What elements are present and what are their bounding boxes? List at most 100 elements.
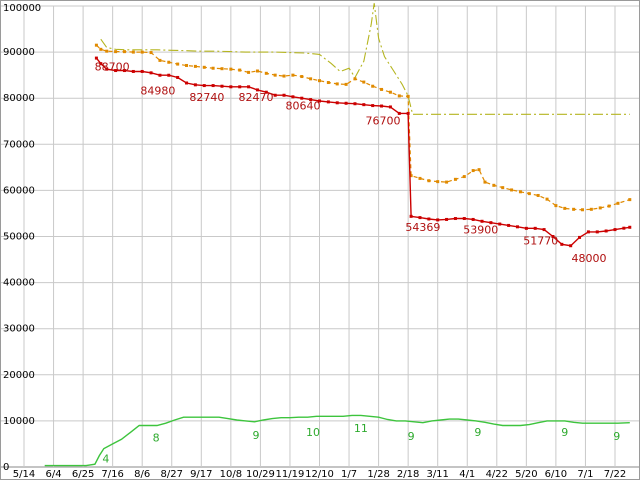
- data-label: 51770: [523, 235, 558, 248]
- x-tick-label: 6/4: [46, 469, 62, 480]
- avg-price-marker: [471, 169, 475, 173]
- avg-price-marker: [99, 47, 103, 51]
- min-price-marker: [94, 56, 98, 60]
- min-price-marker: [247, 85, 251, 89]
- data-label: 9: [561, 426, 568, 439]
- avg-price-marker: [94, 43, 98, 47]
- min-price-marker: [388, 105, 392, 109]
- avg-price-marker: [176, 62, 180, 66]
- min-price-marker: [176, 75, 180, 79]
- min-price-marker: [569, 244, 573, 248]
- min-price-marker: [371, 104, 375, 108]
- avg-price-marker: [353, 77, 357, 81]
- avg-price-marker: [229, 67, 233, 71]
- min-price-marker: [300, 96, 304, 100]
- avg-price-marker: [273, 73, 277, 77]
- min-price-marker: [158, 73, 162, 77]
- avg-price-marker: [380, 87, 384, 91]
- series-min-price: [94, 56, 632, 248]
- x-tick-label: 6/25: [72, 469, 94, 480]
- min-price-marker: [99, 62, 103, 66]
- min-price-marker: [105, 67, 109, 71]
- y-tick-label: 100000: [3, 3, 41, 14]
- min-price-marker: [185, 81, 189, 85]
- axis-labels: 0 10000 20000 30000 40000 50000 60000 70000 8000…: [3, 3, 626, 480]
- x-tick-label: 7/1: [577, 469, 593, 480]
- y-tick-label: 60000: [3, 185, 35, 196]
- y-tick-label: 20000: [3, 370, 35, 381]
- avg-price-marker: [114, 50, 118, 54]
- series-max-price: [100, 3, 630, 115]
- avg-price-marker: [589, 207, 593, 211]
- avg-price-marker: [483, 180, 487, 184]
- data-label: 8: [153, 432, 160, 445]
- min-price-marker: [131, 69, 135, 73]
- min-price-line: [95, 57, 630, 247]
- avg-price-marker: [510, 188, 514, 192]
- avg-price-marker: [131, 50, 135, 54]
- min-price-marker: [445, 217, 449, 221]
- min-price-marker: [149, 71, 153, 75]
- x-tick-label: 4/22: [486, 469, 508, 480]
- min-price-marker: [436, 218, 440, 222]
- min-price-marker: [406, 111, 410, 115]
- y-tick-label: 40000: [3, 278, 35, 289]
- min-price-marker: [489, 221, 493, 225]
- avg-price-marker: [122, 50, 126, 54]
- avg-price-marker: [518, 190, 522, 194]
- min-price-marker: [604, 229, 608, 233]
- avg-price-marker: [563, 206, 567, 210]
- avg-price-marker: [167, 60, 171, 64]
- min-price-marker: [264, 90, 268, 94]
- avg-price-marker: [409, 174, 413, 178]
- data-label: 53900: [463, 224, 498, 237]
- avg-price-marker: [462, 175, 466, 179]
- avg-price-marker: [501, 186, 505, 190]
- gridlines: [0, 5, 640, 468]
- avg-price-line: [95, 44, 630, 211]
- y-tick-label: 70000: [3, 139, 35, 150]
- min-price-marker: [622, 226, 626, 230]
- avg-price-marker: [105, 49, 109, 53]
- y-tick-label: 50000: [3, 232, 35, 243]
- min-price-marker: [480, 219, 484, 223]
- min-price-marker: [453, 217, 457, 221]
- x-tick-label: 5/20: [515, 469, 537, 480]
- avg-price-marker: [628, 198, 632, 202]
- min-price-marker: [202, 84, 206, 88]
- max-price-line: [100, 3, 630, 115]
- avg-price-marker: [238, 68, 242, 72]
- x-tick-label: 11/19: [276, 469, 305, 480]
- avg-price-marker: [211, 66, 215, 70]
- x-tick-label: 7/22: [604, 469, 626, 480]
- avg-price-marker: [616, 201, 620, 205]
- min-price-marker: [578, 235, 582, 239]
- min-price-marker: [282, 93, 286, 97]
- series-offer-count-x1000: [44, 414, 630, 467]
- avg-price-marker: [453, 177, 457, 181]
- avg-price-marker: [326, 81, 330, 85]
- min-price-marker: [524, 226, 528, 230]
- data-label: 80640: [286, 100, 321, 113]
- min-price-marker: [397, 111, 401, 115]
- avg-price-marker: [406, 94, 410, 98]
- data-label: 54369: [405, 221, 440, 234]
- data-label: 4: [102, 453, 109, 466]
- min-price-marker: [122, 69, 126, 73]
- y-tick-label: 10000: [3, 416, 35, 427]
- min-price-marker: [193, 83, 197, 87]
- avg-price-marker: [220, 67, 224, 71]
- min-price-marker: [418, 216, 422, 220]
- x-tick-label: 5/14: [13, 469, 35, 480]
- avg-price-marker: [527, 192, 531, 196]
- avg-price-marker: [318, 79, 321, 83]
- min-price-marker: [238, 85, 242, 89]
- min-price-marker: [273, 93, 277, 97]
- series-avg-price: [94, 43, 632, 212]
- min-price-marker: [291, 95, 295, 99]
- min-price-marker: [255, 88, 259, 92]
- avg-price-marker: [149, 51, 153, 55]
